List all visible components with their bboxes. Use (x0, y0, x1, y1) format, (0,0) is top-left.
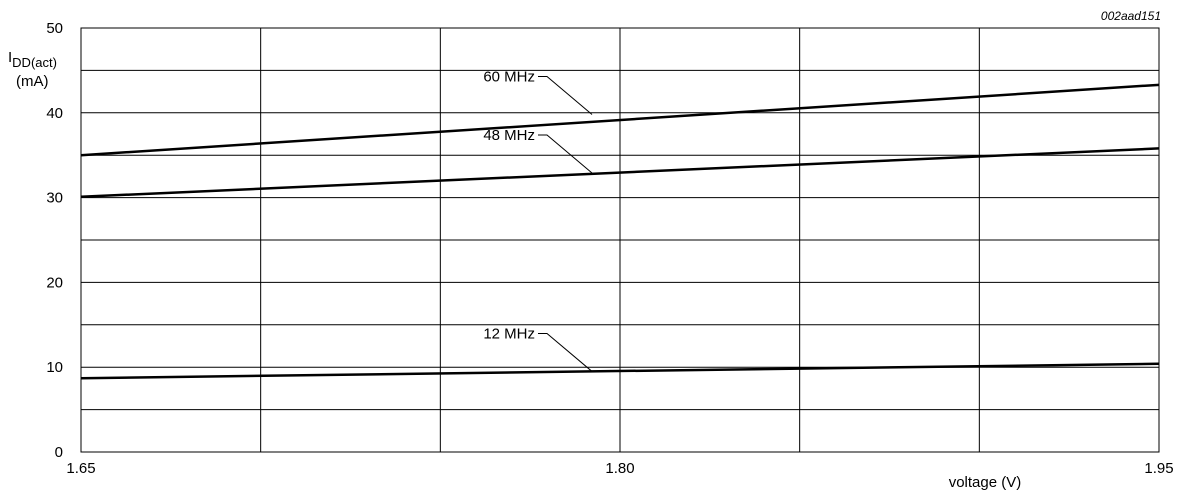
y-axis-label-main: I (8, 49, 12, 66)
series-line-2 (80, 362, 1160, 380)
grid-layer (80, 27, 1160, 453)
y-tick-label-1: 10 (46, 359, 63, 376)
series-label-leader-1 (538, 134, 593, 174)
y-axis-label: IDD(act) (8, 49, 57, 70)
series-label-2: 12 MHz (483, 325, 535, 342)
series-label-0: 60 MHz (483, 68, 535, 85)
x-tick-label-2: 1.95 (1144, 460, 1173, 477)
y-tick-label-5: 50 (46, 20, 63, 37)
y-axis-label-subscript: DD(act) (12, 55, 57, 70)
y-tick-label-2: 20 (46, 274, 63, 291)
y-axis-unit: (mA) (16, 73, 49, 90)
labels-layer: 60 MHz 48 MHz 12 MHz (483, 68, 593, 372)
plot-frame (80, 27, 1160, 453)
y-tick-labels: 0 10 20 30 40 50 (46, 20, 63, 461)
series-label-leader-0 (538, 75, 593, 115)
series-line-0 (80, 83, 1160, 157)
x-tick-labels: 1.65 1.80 1.95 (66, 460, 1173, 477)
y-tick-label-4: 40 (46, 105, 63, 122)
series-layer (80, 83, 1160, 380)
y-tick-label-0: 0 (55, 444, 63, 461)
x-tick-label-1: 1.80 (605, 460, 634, 477)
x-tick-label-0: 1.65 (66, 460, 95, 477)
y-tick-label-3: 30 (46, 190, 63, 207)
series-label-leader-2 (538, 332, 593, 372)
series-label-1: 48 MHz (483, 127, 535, 144)
x-axis-label: voltage (V) (949, 474, 1022, 491)
figure-id: 002aad151 (1101, 9, 1161, 23)
series-line-1 (80, 147, 1160, 199)
